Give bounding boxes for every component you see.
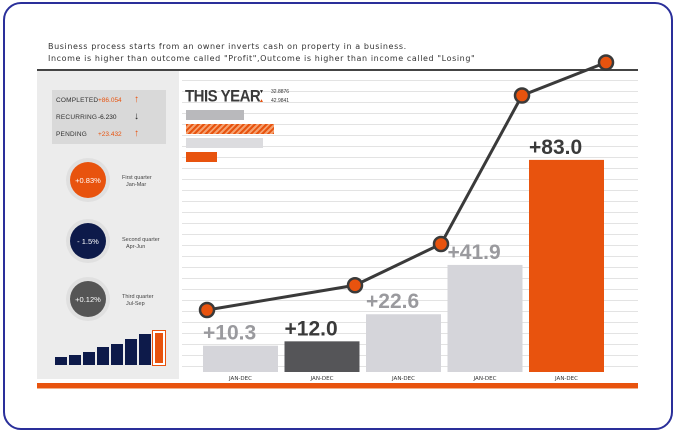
chart-baseline-shadow	[37, 388, 638, 389]
quarter-1-badge: +0.83%	[70, 162, 106, 198]
bar-value-label: +12.0	[285, 317, 338, 340]
grid-line	[182, 135, 638, 136]
mini-bar	[97, 347, 109, 365]
trend-point	[513, 87, 531, 104]
bar	[203, 345, 278, 372]
metric-completed: COMPLETED +86.054 ↑	[56, 93, 164, 107]
mini-bar	[111, 343, 123, 365]
mini-bar	[152, 330, 166, 366]
legend-item-2: ▲ 42.9841	[259, 98, 289, 104]
trend-point	[346, 277, 364, 294]
mini-bar	[139, 334, 151, 365]
trend-point	[198, 301, 216, 319]
grid-line	[182, 267, 638, 268]
mini-bar-chart	[55, 330, 175, 366]
legend-value: 32.8876	[271, 89, 290, 95]
x-tick-label: JAN-DEC	[391, 376, 415, 382]
trend-point	[597, 54, 615, 71]
grid-line	[182, 256, 638, 257]
quarter-name: First quarter	[122, 175, 152, 181]
mini-bar	[83, 352, 95, 365]
grid-line	[182, 102, 638, 103]
quarter-2-badge: - 1.5%	[70, 223, 106, 259]
x-tick-label: JAN-DEC	[310, 376, 334, 382]
bar-value-label: +83.0	[529, 136, 582, 159]
quarter-range: Apr-Jun	[126, 244, 146, 250]
bar	[366, 314, 441, 372]
grid-line	[182, 157, 638, 158]
quarter-1-label: First quarter Jan-Mar	[122, 175, 152, 189]
metric-pending: PENDING +23.432 ↑	[56, 127, 164, 141]
bar-value-label: +41.9	[448, 241, 501, 264]
metric-value: -6.230	[98, 113, 117, 121]
intro-text: Business process starts from an owner in…	[48, 41, 475, 65]
grid-line	[182, 179, 638, 180]
grid-line	[182, 80, 638, 81]
this-year-title: THIS YEAR	[185, 87, 261, 106]
this-year-bar	[186, 110, 245, 120]
triangle-up-icon: ▲	[259, 98, 264, 104]
metric-value: +23.432	[98, 130, 122, 138]
this-year-bar	[186, 138, 264, 148]
this-year-bar	[186, 124, 274, 134]
arrow-up-icon: ↑	[134, 94, 139, 105]
legend-item-1: ▼ 32.8876	[259, 89, 289, 95]
this-year-bar	[186, 152, 217, 162]
quarter-2-label: Second quarter Apr-Jun	[122, 237, 160, 251]
trend-point	[432, 235, 450, 253]
grid-line	[182, 234, 638, 235]
bar-value-label: +22.6	[366, 290, 419, 313]
intro-line-1: Business process starts from an owner in…	[48, 42, 407, 51]
metrics-box: COMPLETED +86.054 ↑ RECURRING -6.230 ↓ P…	[52, 90, 166, 144]
quarter-2-ring: - 1.5%	[66, 219, 110, 263]
grid-line	[182, 168, 638, 169]
grid-line	[182, 124, 638, 125]
grid-line	[182, 201, 638, 202]
grid-line	[182, 190, 638, 191]
metric-label: PENDING	[56, 130, 88, 138]
grid-line	[182, 113, 638, 114]
bar	[284, 341, 360, 372]
grid-line	[182, 223, 638, 224]
grid-line	[182, 146, 638, 147]
grid-line	[182, 278, 638, 279]
quarter-name: Third quarter	[122, 294, 154, 300]
x-tick-label: JAN-DEC	[473, 376, 497, 382]
grid-line	[182, 289, 638, 290]
x-tick-label: JAN-DEC	[554, 376, 578, 382]
grid-line	[182, 91, 638, 92]
metric-value: +86.054	[98, 96, 122, 104]
chart-baseline	[37, 383, 638, 388]
intro-line-2: Income is higher than outcome called "Pr…	[48, 54, 476, 63]
arrow-down-icon: ↓	[134, 111, 139, 122]
grid-line	[182, 245, 638, 246]
mini-bar	[125, 339, 137, 365]
legend-value: 42.9841	[271, 98, 290, 104]
metric-label: RECURRING	[56, 113, 98, 121]
quarter-1-ring: +0.83%	[66, 158, 110, 202]
quarter-range: Jul-Sep	[126, 301, 145, 307]
metric-label: COMPLETED	[56, 96, 99, 104]
triangle-down-icon: ▼	[259, 89, 264, 95]
bar	[447, 264, 523, 372]
quarter-range: Jan-Mar	[126, 182, 147, 188]
header-divider	[37, 69, 638, 71]
quarter-3-label: Third quarter Jul-Sep	[122, 294, 154, 308]
bar	[529, 159, 604, 372]
bar-value-label: +10.3	[203, 322, 256, 345]
mini-bar	[69, 355, 81, 365]
mini-bar	[55, 356, 67, 365]
quarter-name: Second quarter	[122, 237, 160, 243]
grid-line	[182, 311, 638, 312]
arrow-up-icon: ↑	[134, 128, 139, 139]
quarter-3-ring: +0.12%	[66, 277, 110, 321]
quarter-3-badge: +0.12%	[70, 281, 106, 317]
metric-recurring: RECURRING -6.230 ↓	[56, 110, 164, 124]
grid-line	[182, 300, 638, 301]
x-tick-label: JAN-DEC	[228, 376, 252, 382]
grid-line	[182, 212, 638, 213]
